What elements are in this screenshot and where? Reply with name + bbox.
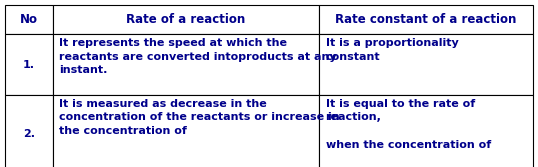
Text: It is measured as decrease in the
concentration of the reactants or increase in
: It is measured as decrease in the concen… [59, 99, 340, 136]
Bar [5, 95, 53, 167]
Bar [53, 5, 319, 34]
Text: It is a proportionality
constant: It is a proportionality constant [325, 38, 458, 61]
Bar [319, 95, 533, 167]
Bar [5, 5, 53, 34]
Bar [53, 34, 319, 95]
Text: It represents the speed at which the
reactants are converted intoproducts at any: It represents the speed at which the rea… [59, 38, 337, 75]
Bar [53, 95, 319, 167]
Bar [5, 34, 53, 95]
Bar [319, 34, 533, 95]
Text: It is equal to the rate of
reaction,

when the concentration of: It is equal to the rate of reaction, whe… [325, 99, 491, 150]
Bar [319, 5, 533, 34]
Text: 1.: 1. [23, 60, 35, 70]
Text: No: No [20, 13, 38, 26]
Text: 2.: 2. [23, 129, 35, 139]
Text: Rate constant of a reaction: Rate constant of a reaction [335, 13, 516, 26]
Text: Rate of a reaction: Rate of a reaction [126, 13, 245, 26]
